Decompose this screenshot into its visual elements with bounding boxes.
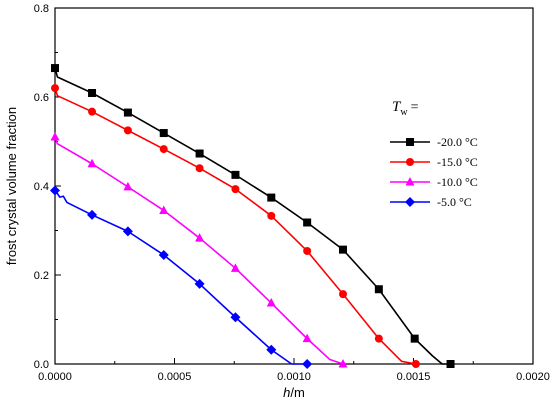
data-point <box>159 145 168 154</box>
x-tick-label: 0.0015 <box>397 371 431 383</box>
data-point <box>159 129 168 138</box>
data-point <box>266 298 276 307</box>
legend-items: -20.0 °C -15.0 °C -10.0 °C -5.0 °C <box>390 135 478 209</box>
data-point <box>410 334 419 343</box>
legend-marker <box>405 177 415 186</box>
legend-item: -10.0 °C <box>390 175 478 189</box>
data-point <box>51 64 59 73</box>
series-3 <box>50 132 348 368</box>
x-axis-title-main: h <box>283 385 290 400</box>
data-point <box>374 285 383 294</box>
data-point <box>338 359 348 368</box>
legend-title-suffix: = <box>411 100 419 115</box>
series-4 <box>50 185 313 369</box>
data-point <box>266 344 277 355</box>
y-axis-title: frost crystal volume fraction <box>4 107 19 265</box>
x-axis-title: h/m <box>283 385 305 400</box>
data-point <box>88 107 97 116</box>
series-layer <box>50 64 455 369</box>
y-tick-label: 0.2 <box>34 270 49 282</box>
data-point <box>303 218 312 227</box>
data-point <box>338 290 347 299</box>
legend: Tw = -20.0 °C -15.0 °C -10.0 °C -5.0 °C <box>390 99 478 209</box>
data-point <box>303 246 312 255</box>
data-point <box>446 360 455 368</box>
data-point <box>87 158 97 168</box>
data-point <box>51 84 59 93</box>
y-tick-label: 0.8 <box>34 3 49 15</box>
legend-label: -10.0 °C <box>437 175 478 189</box>
data-point <box>123 181 133 191</box>
legend-title-main: T <box>392 99 402 115</box>
legend-marker <box>406 138 414 146</box>
data-point <box>230 312 241 323</box>
data-point <box>123 126 132 135</box>
legend-item: -15.0 °C <box>390 155 478 169</box>
data-point <box>159 205 169 214</box>
series-line <box>54 87 417 365</box>
x-axis: 0.0000 0.0005 0.0010 0.0015 0.0020 <box>38 358 550 383</box>
data-point <box>267 211 276 220</box>
data-point <box>267 193 276 202</box>
data-point <box>122 226 133 237</box>
data-point <box>50 185 60 196</box>
data-point <box>195 149 204 158</box>
data-point <box>50 132 60 141</box>
data-point <box>302 359 313 369</box>
series-1 <box>51 64 455 368</box>
data-point <box>374 334 383 343</box>
data-point <box>195 233 205 242</box>
series-2 <box>51 84 420 368</box>
data-point <box>158 249 169 260</box>
x-axis-title-unit: /m <box>290 385 304 400</box>
x-tick-label: 0.0010 <box>277 371 311 383</box>
data-point <box>194 278 205 289</box>
legend-label: -15.0 °C <box>437 155 478 169</box>
y-tick-label: 0.0 <box>34 359 49 371</box>
data-point <box>123 108 132 117</box>
y-tick-label: 0.4 <box>34 181 49 193</box>
legend-label: -20.0 °C <box>437 135 478 149</box>
data-point <box>411 360 420 368</box>
x-tick-label: 0.0000 <box>38 371 72 383</box>
data-point <box>231 185 240 194</box>
y-axis: 0.0 0.2 0.4 0.6 0.8 <box>34 3 61 371</box>
x-tick-label: 0.0020 <box>516 371 550 383</box>
data-point <box>88 88 97 97</box>
legend-title: Tw = <box>392 99 419 118</box>
data-point <box>87 209 98 220</box>
legend-item: -5.0 °C <box>390 195 472 209</box>
data-point <box>195 164 204 173</box>
legend-marker <box>406 158 414 166</box>
data-point <box>302 333 312 343</box>
data-point <box>230 263 240 272</box>
legend-marker <box>405 197 415 207</box>
x-tick-label: 0.0005 <box>158 371 192 383</box>
legend-label: -5.0 °C <box>437 195 472 209</box>
legend-title-sub: w <box>400 107 408 118</box>
data-point <box>231 170 240 179</box>
legend-item: -20.0 °C <box>390 135 478 149</box>
y-tick-label: 0.6 <box>34 92 49 104</box>
data-point <box>338 245 347 254</box>
